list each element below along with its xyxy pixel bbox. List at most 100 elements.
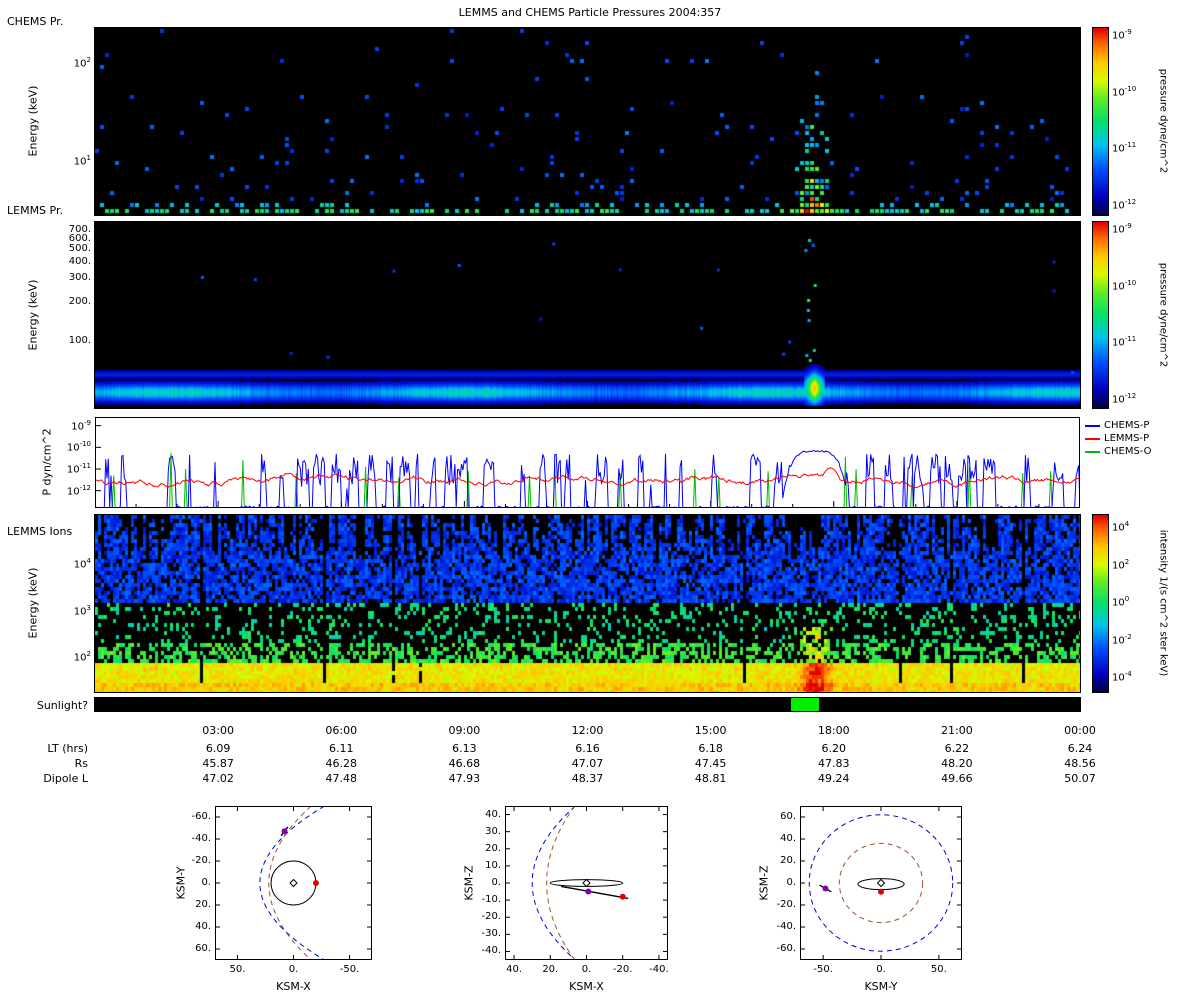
time-tick-label: 00:00 <box>1064 724 1096 737</box>
ephemeris-row-label: Rs <box>74 757 88 770</box>
colorbar-title-pressure-2: pressure dyne/cm^2 <box>1157 262 1169 368</box>
chems-spectrogram-canvas <box>94 27 1081 216</box>
page-title: LEMMS and CHEMS Particle Pressures 2004:… <box>458 6 722 19</box>
orbit-y-tick-label: 30. <box>485 825 501 837</box>
orbit-x-tick-label: 0. <box>288 964 299 975</box>
orbit2-x-axis-title: KSM-Y <box>864 980 898 993</box>
legend-label-CHEMS-P: CHEMS-P <box>1104 420 1150 431</box>
lemms-y-tick-label: 400. <box>68 255 91 267</box>
ephemeris-value: 6.13 <box>452 742 477 755</box>
ephemeris-value: 48.20 <box>941 757 973 770</box>
orbit-x-tick-label: -50. <box>339 964 360 975</box>
pressure-y-tick-label: 10-11 <box>66 462 91 476</box>
ions-y-tick-label: 104 <box>73 556 91 571</box>
ephemeris-value: 47.45 <box>694 757 727 770</box>
ephemeris-value: 6.24 <box>1067 742 1093 755</box>
time-tick-label: 12:00 <box>571 724 604 737</box>
colorbar2-tick-label: 10-10 <box>1112 278 1137 292</box>
colorbar1-tick-label: 10-10 <box>1112 84 1137 98</box>
sunlight-on-segment <box>790 698 820 711</box>
colorbar4-tick-label: 102 <box>1112 557 1130 571</box>
ephemeris-value: 45.87 <box>202 757 234 770</box>
colorbar4-tick-label: 10-4 <box>1112 670 1132 684</box>
orbit-y-tick-label: -20. <box>776 899 796 910</box>
orbit1-x-axis-title: KSM-X <box>569 980 604 993</box>
orbit-plot-ksmx-ksmz <box>505 806 668 960</box>
ephemeris-value: 48.37 <box>571 772 604 785</box>
chems-y-tick-label: 102 <box>73 55 91 69</box>
orbit-y-tick-label: -40. <box>191 833 211 844</box>
colorbar4-tick-label: 100 <box>1112 595 1130 609</box>
ephemeris-value: 6.16 <box>575 742 600 755</box>
colorbar2-tick-label: 10-11 <box>1112 335 1137 349</box>
orbit-x-tick-label: 50. <box>930 964 947 975</box>
sunlight-label: Sunlight? <box>36 699 88 712</box>
time-tick-label: 21:00 <box>941 724 973 737</box>
legend-label-LEMMS-P: LEMMS-P <box>1104 433 1150 444</box>
ephemeris-value: 47.02 <box>202 772 234 785</box>
ions-y-tick-label: 102 <box>73 650 91 664</box>
orbit-x-tick-label: 0. <box>581 964 592 975</box>
ephemeris-value: 48.81 <box>694 772 727 785</box>
pressure-line-plot <box>95 417 1080 508</box>
intensity-colorbar <box>1092 514 1109 693</box>
time-tick-label: 09:00 <box>448 724 481 737</box>
pressure-colorbar-2 <box>1092 221 1109 409</box>
orbit-x-tick-label: -40. <box>649 964 669 975</box>
orbit-y-tick-label: 40. <box>195 921 211 932</box>
ephemeris-value: 47.48 <box>325 772 358 785</box>
legend-label-CHEMS-O: CHEMS-O <box>1104 446 1152 457</box>
colorbar4-tick-label: 10-2 <box>1112 632 1132 646</box>
lemms-y-tick-label: 200. <box>68 295 91 307</box>
orbit-x-tick-label: -20. <box>612 964 633 975</box>
orbit-y-tick-label: 40. <box>780 833 796 844</box>
pressure-y-tick-label: 10-10 <box>66 440 91 454</box>
ephemeris-value: 49.24 <box>818 772 850 785</box>
ephemeris-value: 47.83 <box>818 757 850 770</box>
ions-y-axis-title: Energy (keV) <box>26 567 40 639</box>
orbit-x-tick-label: 40. <box>506 964 522 975</box>
chems-y-tick-label: 101 <box>73 153 91 168</box>
orbit-y-tick-label: -60. <box>191 811 211 822</box>
orbit-x-tick-label: -50. <box>813 964 833 975</box>
ephemeris-value: 6.20 <box>821 742 847 755</box>
sunlight-bar <box>94 697 1081 712</box>
ephemeris-value: 48.56 <box>1064 757 1096 770</box>
orbit-y-tick-label: -60. <box>776 943 796 954</box>
lemms-y-tick-label: 500. <box>68 243 91 255</box>
time-tick-label: 15:00 <box>694 724 727 737</box>
colorbar-title-pressure-1: pressure dyne/cm^2 <box>1157 68 1169 174</box>
time-tick-label: 06:00 <box>325 724 358 737</box>
ephemeris-value: 50.07 <box>1064 772 1096 785</box>
ephemeris-value: 46.28 <box>325 757 358 770</box>
orbit-y-tick-label: -30. <box>481 928 501 940</box>
ephemeris-value: 6.22 <box>944 742 970 755</box>
orbit-y-tick-label: 60. <box>195 943 211 954</box>
orbit-y-tick-label: -10. <box>481 894 501 906</box>
lemms-y-axis-title: Energy (keV) <box>26 279 40 351</box>
pressure-y-tick-label: 10-12 <box>66 483 91 497</box>
colorbar2-tick-label: 10-12 <box>1112 391 1137 406</box>
colorbar1-tick-label: 10-9 <box>1112 27 1132 42</box>
legend-swatch-LEMMS-P <box>1085 438 1100 440</box>
ions-y-tick-label: 103 <box>73 603 91 617</box>
legend-swatch-CHEMS-O <box>1085 451 1100 453</box>
lemms-y-tick-label: 100. <box>68 335 91 347</box>
ephemeris-value: 49.66 <box>941 772 973 785</box>
lemms-y-tick-label: 700. <box>68 223 91 235</box>
orbit-x-tick-label: 0. <box>876 964 886 975</box>
chems-y-axis-title: Energy (keV) <box>26 85 40 157</box>
orbit-y-tick-label: 20. <box>485 842 501 854</box>
orbit0-x-axis-title: KSM-X <box>276 980 311 993</box>
orbit-y-tick-label: 20. <box>780 855 796 866</box>
ephemeris-row-label: Dipole L <box>43 772 88 785</box>
colorbar1-tick-label: 10-12 <box>1112 197 1137 212</box>
time-tick-label: 03:00 <box>202 724 234 737</box>
chems-panel-label: CHEMS Pr. <box>7 15 64 28</box>
orbit-y-tick-label: 0. <box>201 877 211 888</box>
ephemeris-value: 6.09 <box>205 742 231 755</box>
orbit-x-tick-label: 50. <box>229 964 246 975</box>
orbit-plot-ksmx-ksmy <box>215 806 372 960</box>
ephemeris-value: 47.07 <box>571 757 604 770</box>
ephemeris-value: 6.11 <box>329 742 354 755</box>
